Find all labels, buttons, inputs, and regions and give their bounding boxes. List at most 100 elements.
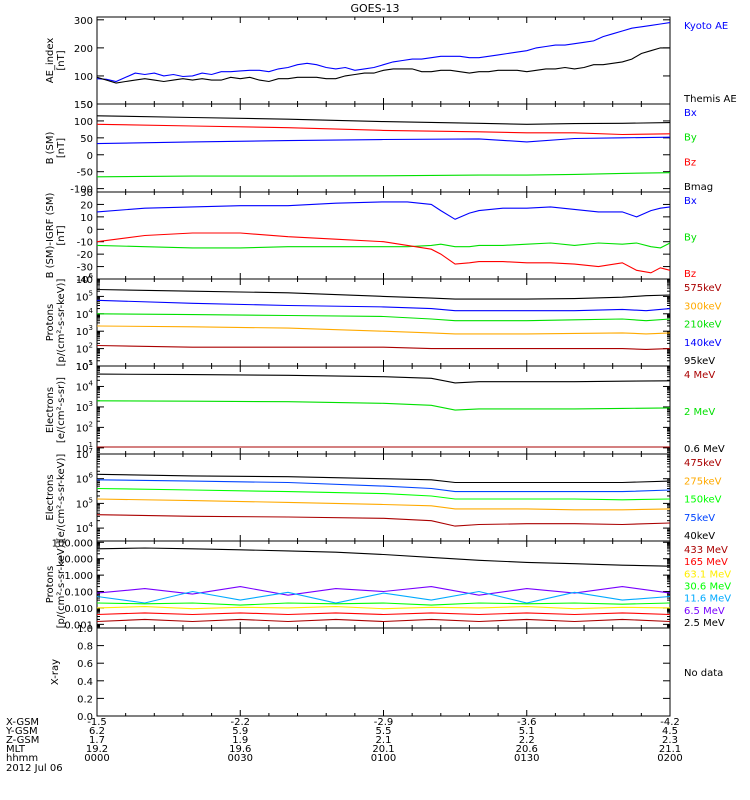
y-axis-label: B (SM)-IGRF (SM): [45, 193, 56, 279]
y-tick-label: 100: [74, 72, 93, 83]
y-tick-label: -100: [70, 185, 93, 196]
legend-item: Bx: [684, 108, 697, 119]
series-line-575kev: [96, 288, 671, 300]
legend-item: 0.6 MeV: [684, 444, 725, 455]
legend-item: 30.6 MeV: [684, 582, 731, 593]
legend-item: 475keV: [684, 458, 722, 469]
panel-6: 107 106 105 104 Electrons [e/(cm²-s-sr-keV)] 4…: [45, 447, 722, 542]
legend-item: Bx: [684, 196, 697, 207]
x-axis-row-label: 2012 Jul 06: [6, 763, 63, 774]
y-tick-label: 104: [76, 379, 94, 393]
y-tick-label: 105: [76, 359, 93, 373]
legend-item: 210keV: [684, 320, 722, 331]
y-axis-label: [e/(cm²-s-sr)]: [56, 377, 67, 443]
y-tick-label: 10: [80, 213, 93, 224]
y-tick-label: 1.000: [64, 571, 93, 582]
y-tick-label: 200: [74, 44, 93, 55]
y-tick-label: 0.6: [77, 659, 93, 670]
series-line-475kev: [96, 514, 671, 527]
y-tick-label: 0.010: [64, 604, 93, 615]
y-tick-label: 0: [87, 225, 93, 236]
y-axis-label: [nT]: [56, 138, 67, 158]
legend-item: 40keV: [684, 531, 715, 542]
y-tick-label: 50: [80, 134, 93, 145]
y-tick-label: 107: [76, 447, 93, 461]
series-line-bx: [96, 201, 671, 220]
series-line-bx: [96, 136, 671, 145]
x-axis-value: 0000: [84, 753, 109, 764]
panel-frame: [96, 627, 671, 717]
legend-item: 63.1 MeV: [684, 569, 731, 580]
y-tick-label: 102: [76, 342, 93, 356]
series-line-300kev: [96, 299, 671, 312]
legend-item: 140keV: [684, 338, 722, 349]
panel-frame: [96, 453, 671, 542]
legend-item: 95keV: [684, 356, 715, 367]
series-line-themis-ae: [96, 47, 670, 84]
legend-item: 433 MeV: [684, 545, 728, 556]
x-axis-value: 2.1: [376, 735, 392, 746]
series-line-bmag: [96, 115, 671, 125]
legend-item: Bz: [684, 157, 696, 168]
legend-item: No data: [684, 668, 723, 679]
series-line-2.5-mev: [96, 547, 671, 567]
series-line-by: [96, 172, 671, 178]
y-tick-label: 0.100: [64, 588, 93, 599]
legend-item: By: [684, 133, 697, 144]
x-axis-row-label: hhmm: [6, 753, 38, 764]
legend-item: 275keV: [684, 476, 722, 487]
x-axis-row-label: Z-GSM: [6, 735, 39, 746]
panel-frame: [96, 365, 671, 455]
y-axis-label: AE_index: [45, 38, 56, 84]
y-tick-label: 0: [87, 100, 93, 111]
y-tick-label: 0.4: [77, 677, 93, 688]
legend-item: 75keV: [684, 513, 715, 524]
x-axis-value: -1.5: [87, 717, 107, 728]
legend-item: 2 MeV: [684, 407, 715, 418]
legend-item: 150keV: [684, 495, 722, 506]
y-tick-label: 20: [80, 200, 93, 211]
x-axis-value: 19.6: [229, 744, 251, 755]
x-axis-value: -2.2: [230, 717, 250, 728]
x-axis-row-label: Y-GSM: [5, 726, 38, 737]
x-axis-value: 6.2: [89, 726, 105, 737]
y-axis-label: [nT]: [56, 225, 67, 245]
y-axis-label: Electrons: [45, 387, 56, 433]
y-tick-label: 104: [76, 307, 94, 321]
series-line-95kev: [96, 344, 671, 350]
y-tick-label: 105: [76, 496, 93, 510]
y-tick-label: 0.2: [77, 694, 93, 705]
y-tick-label: 0.8: [77, 642, 93, 653]
y-tick-label: -10: [77, 238, 93, 249]
series-line-75kev: [96, 479, 671, 493]
x-axis-value: -3.6: [517, 717, 537, 728]
legend-item: 4 MeV: [684, 370, 715, 381]
series-line-11.6-mev: [96, 590, 671, 604]
series-line-6.5-mev: [96, 586, 671, 596]
x-axis-value: -4.2: [660, 717, 680, 728]
series-line-40kev: [96, 473, 671, 484]
x-axis-value: 20.6: [516, 744, 538, 755]
series-line-2-mev: [96, 400, 671, 411]
x-axis-value: 5.9: [232, 726, 248, 737]
y-tick-label: 0.001: [64, 620, 93, 631]
y-tick-label: 103: [76, 324, 93, 338]
y-axis-label: [nT]: [56, 50, 67, 70]
figure-title: GOES-13: [350, 2, 399, 15]
panel-frame: [96, 278, 671, 367]
x-axis-value: 0200: [657, 753, 682, 764]
y-tick-label: 150: [74, 100, 93, 111]
y-tick-label: 105: [76, 289, 93, 303]
panel-1: 300 200 100 0 AE_index [nT] Kyoto AE Themis AE: [45, 16, 737, 111]
y-tick-label: -40: [77, 275, 93, 286]
y-tick-label: 102: [76, 420, 93, 434]
series-line-30.6-mev: [96, 602, 671, 606]
x-axis-value: 2.3: [662, 735, 678, 746]
series-line-210kev: [96, 313, 671, 322]
series-line-kyoto-ae: [96, 22, 671, 83]
x-axis-row-label: X-GSM: [6, 717, 39, 728]
y-tick-label: -20: [77, 250, 93, 261]
